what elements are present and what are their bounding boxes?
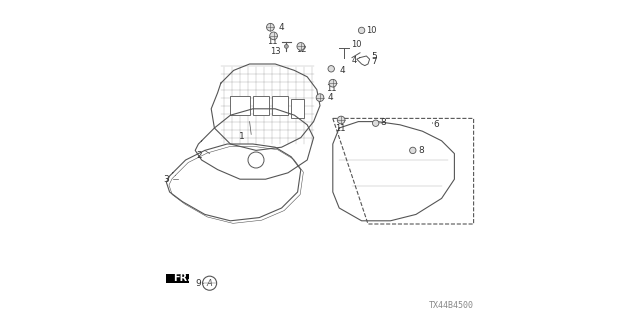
Text: 9: 9 xyxy=(195,279,201,288)
Text: FR.: FR. xyxy=(173,273,191,284)
Text: 6: 6 xyxy=(434,120,439,129)
Text: 1: 1 xyxy=(239,132,245,140)
Text: 8: 8 xyxy=(381,118,387,127)
Text: 4: 4 xyxy=(328,93,333,102)
Circle shape xyxy=(316,94,324,101)
Circle shape xyxy=(270,32,278,40)
Circle shape xyxy=(358,27,365,34)
Circle shape xyxy=(329,79,337,87)
Circle shape xyxy=(372,120,379,126)
Text: 4: 4 xyxy=(278,23,284,32)
Bar xyxy=(253,96,269,115)
Text: 3: 3 xyxy=(163,175,169,184)
Text: 4: 4 xyxy=(351,56,356,65)
Bar xyxy=(230,96,250,115)
Text: 4: 4 xyxy=(339,66,345,75)
Polygon shape xyxy=(166,274,189,283)
Circle shape xyxy=(410,147,416,154)
Text: TX44B4500: TX44B4500 xyxy=(429,301,474,310)
Text: 11: 11 xyxy=(268,37,278,46)
Text: 10: 10 xyxy=(366,26,377,35)
Text: 10: 10 xyxy=(351,40,362,49)
Circle shape xyxy=(337,116,345,124)
Text: A: A xyxy=(207,279,212,288)
Circle shape xyxy=(328,66,335,72)
Circle shape xyxy=(284,44,288,48)
Text: 11: 11 xyxy=(326,84,337,92)
Bar xyxy=(272,96,288,115)
Text: 5: 5 xyxy=(371,52,377,60)
Text: 11: 11 xyxy=(335,124,346,132)
Text: 12: 12 xyxy=(296,45,307,54)
Bar xyxy=(291,99,304,118)
Circle shape xyxy=(297,43,305,50)
Text: 7: 7 xyxy=(371,57,377,66)
Circle shape xyxy=(266,23,274,31)
Text: 13: 13 xyxy=(270,47,281,56)
Text: 2: 2 xyxy=(196,151,202,160)
Text: 8: 8 xyxy=(419,146,424,155)
